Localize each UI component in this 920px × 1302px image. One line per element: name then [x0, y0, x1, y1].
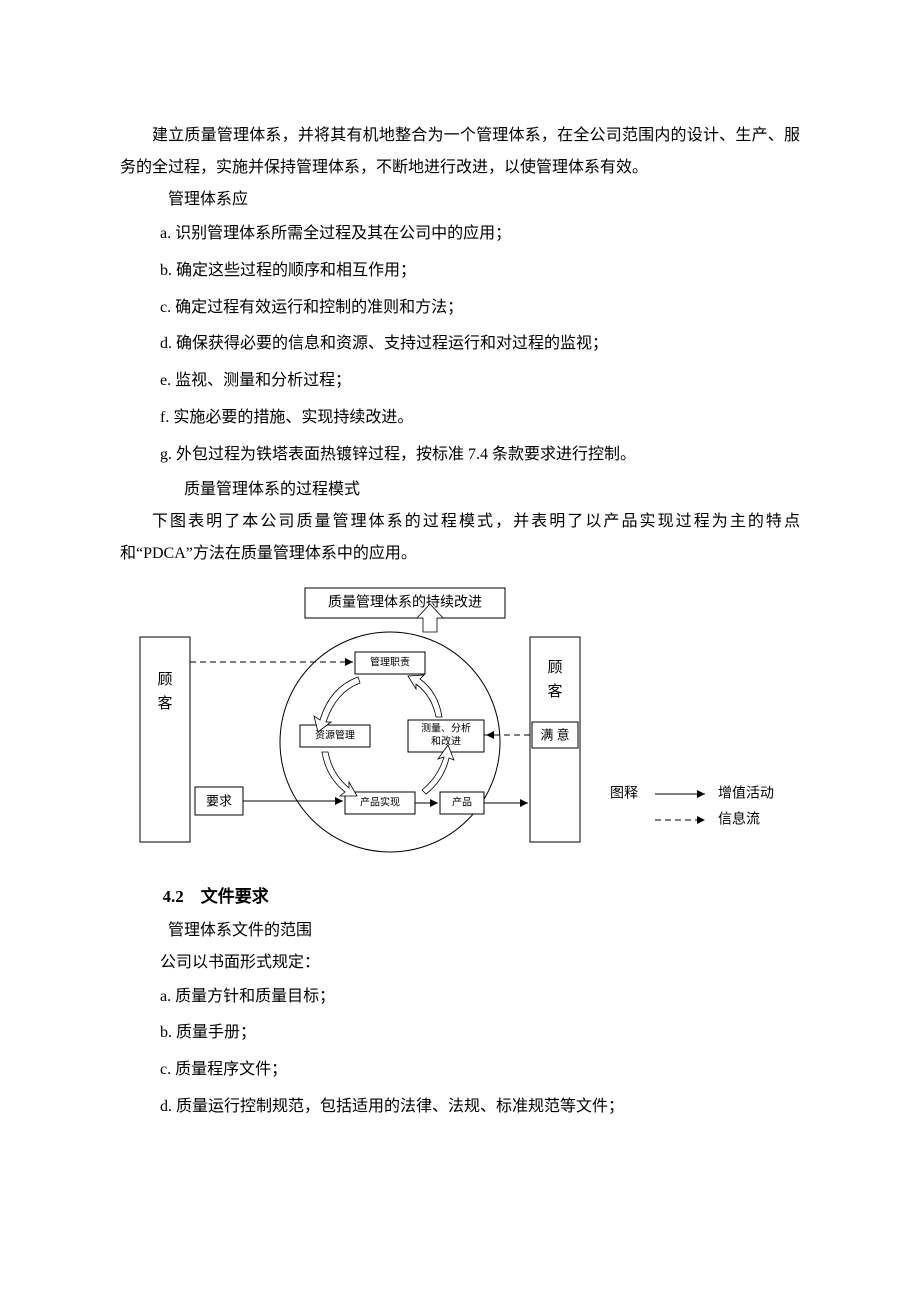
subheading-process-mode: 质量管理体系的过程模式: [120, 474, 800, 506]
left-customer-box: [140, 637, 190, 842]
list1-c: c. 确定过程有效运行和控制的准则和方法；: [120, 290, 800, 327]
list1-a: a. 识别管理体系所需全过程及其在公司中的应用；: [120, 216, 800, 253]
list1-e: e. 监视、测量和分析过程；: [120, 363, 800, 400]
section-4-2-sub: 管理体系文件的范围: [120, 915, 800, 947]
dashed-customer-to-mgmt-arrow: [345, 658, 353, 666]
right-customer-text-1: 顾: [547, 660, 562, 676]
legend-solid-text: 增值活动: [718, 785, 774, 801]
left-customer-text-2: 客: [157, 695, 172, 712]
node-measurement-text-1: 测量、分析: [421, 721, 471, 734]
intro-paragraph-3: 下图表明了本公司质量管理体系的过程模式，并表明了以产品实现过程为主的特点和“PD…: [120, 506, 800, 570]
pdca-diagram: 质量管理体系的持续改进 顾 客 要求 顾 客 满 意 管理职责 资源管理: [120, 582, 800, 862]
right-customer-text-2: 客: [547, 683, 562, 700]
dashed-meas-arrow-left: [486, 731, 494, 739]
left-request-text: 要求: [206, 793, 232, 808]
list2-d: d. 质量运行控制规范，包括适用的法律、法规、标准规范等文件；: [120, 1089, 800, 1126]
list2-b: b. 质量手册；: [120, 1015, 800, 1052]
arrow-meas-to-mgmt: [408, 675, 442, 717]
node-measurement-text-2: 和改进: [431, 734, 461, 747]
node-management-text: 管理职责: [370, 655, 410, 668]
node-resource-text: 资源管理: [315, 728, 355, 741]
node-realization-text: 产品实现: [360, 795, 400, 808]
legend-title: 图释: [610, 785, 638, 801]
list1-b: b. 确定这些过程的顺序和相互作用；: [120, 253, 800, 290]
legend-solid-arrow: [697, 790, 705, 798]
list1-g: g. 外包过程为铁塔表面热镀锌过程，按标准 7.4 条款要求进行控制。: [120, 437, 800, 474]
list2-c: c. 质量程序文件；: [120, 1052, 800, 1089]
list1-d: d. 确保获得必要的信息和资源、支持过程运行和对过程的监视；: [120, 326, 800, 363]
list1-f: f. 实施必要的措施、实现持续改进。: [120, 400, 800, 437]
right-satisfaction-text: 满 意: [540, 727, 569, 742]
page: 建立质量管理体系，并将其有机地整合为一个管理体系，在全公司范围内的设计、生产、服…: [0, 0, 920, 1302]
arrow-mgmt-to-res: [314, 677, 360, 732]
section-4-2-p1: 公司以书面形式规定：: [120, 947, 800, 979]
left-customer-text-1: 顾: [157, 672, 172, 688]
diagram-title-text: 质量管理体系的持续改进: [328, 593, 482, 610]
intro-paragraph-2: 管理体系应: [120, 184, 800, 216]
line-real-to-prod-arrow: [430, 799, 438, 807]
line-prod-to-customer-arrow: [520, 799, 528, 807]
line-req-to-real-arrow: [335, 797, 343, 805]
arrow-res-to-real: [322, 752, 357, 796]
list2-a: a. 质量方针和质量目标；: [120, 979, 800, 1016]
node-product-text: 产品: [452, 795, 472, 808]
intro-paragraph-1: 建立质量管理体系，并将其有机地整合为一个管理体系，在全公司范围内的设计、生产、服…: [120, 120, 800, 184]
section-4-2-heading: 4.2 文件要求: [163, 882, 801, 907]
legend-dashed-text: 信息流: [718, 810, 760, 827]
legend-dashed-arrow: [697, 816, 705, 824]
